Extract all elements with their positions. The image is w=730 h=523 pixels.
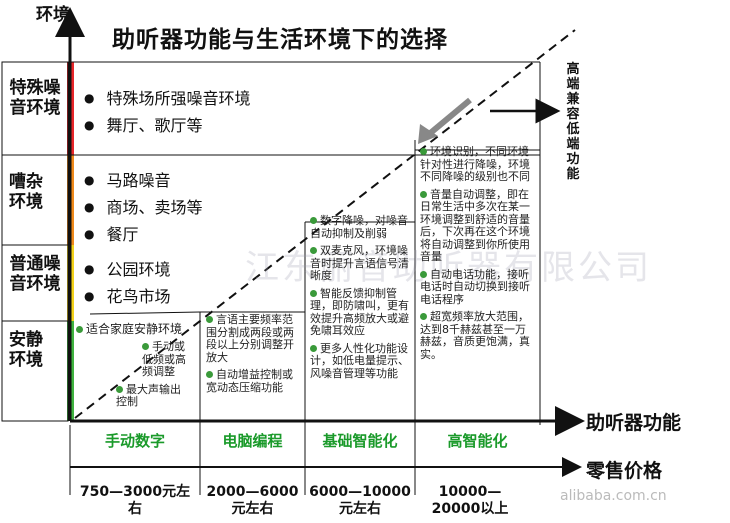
quiet-item: 适合家庭安静环境 xyxy=(86,322,183,336)
gray-arrow xyxy=(426,97,472,138)
computer-features: 言语主要频率范围分割成两段或两段以上分别调整开放大 自动增益控制或宽动态压缩功能 xyxy=(206,313,300,399)
list-item: 马路噪音 xyxy=(84,168,203,195)
price-basic: 6000—10000元左右 xyxy=(309,484,411,517)
green-dot-icon xyxy=(206,371,213,378)
manual-feature: 最大声输出控制 xyxy=(116,382,181,408)
green-dot-icon xyxy=(420,313,427,320)
green-dot-icon xyxy=(310,289,317,297)
manual-features: 适合家庭安静环境 手动或低频或高频调整 最大声输出控制 xyxy=(76,322,186,414)
high-features: 环境识别，不同环境针对性进行降噪，环境不同降噪的级别也不同 音量自动调整，即在日… xyxy=(420,145,536,366)
diagram-title: 助听器功能与生活环境下的选择 xyxy=(112,27,448,53)
basic-feature: 智能反馈抑制管理，即防啸叫，更有效提升高频放大或避免啸耳效应 xyxy=(310,286,409,337)
normal-items: 公园环境 花鸟市场 xyxy=(84,257,170,311)
green-dot-icon xyxy=(76,326,83,333)
price-high: 10000—20000以上 xyxy=(431,484,509,517)
basic-features: 数字降噪，对噪音自动抑制及削弱 双麦克风，环境噪音时提升言语信号清晰度 智能反馈… xyxy=(310,214,410,385)
phase-basic: 基础智能化 xyxy=(322,432,398,450)
category-label-noisy: 嘈杂环境 xyxy=(9,172,43,212)
green-dot-icon xyxy=(142,343,149,350)
green-dot-icon xyxy=(310,344,317,352)
diagonal-dashed-line xyxy=(74,29,576,419)
x-axis-label: 助听器功能 xyxy=(586,412,682,434)
basic-feature: 数字降噪，对噪音自动抑制及削弱 xyxy=(310,214,408,240)
high-feature: 超宽频率放大范围，达到8千赫兹甚至一万赫兹，音质更饱满，真实。 xyxy=(420,310,530,361)
high-feature: 自动电话功能，接听电话时自动切换到接听电话程序 xyxy=(420,267,530,306)
phase-manual: 手动数字 xyxy=(104,432,165,450)
green-dot-icon xyxy=(420,148,427,155)
list-item: 餐厅 xyxy=(84,222,203,249)
right-label: 高端兼容低端功能 xyxy=(566,62,580,182)
green-dot-icon xyxy=(420,270,427,278)
faint-watermark: 江东丽音助听器有限公司 xyxy=(245,248,652,288)
manual-feature: 手动或低频或高频调整 xyxy=(142,340,186,378)
y-axis-label: 环境 xyxy=(36,5,70,25)
list-item: 特殊场所强噪音环境 xyxy=(84,86,250,113)
green-dot-icon xyxy=(206,316,213,323)
price-manual: 750—3000元左右 xyxy=(79,484,191,517)
special-items: 特殊场所强噪音环境 舞厅、歌厅等 xyxy=(84,86,251,140)
noisy-items: 马路噪音 商场、卖场等 餐厅 xyxy=(84,168,203,249)
watermark-text: alibaba.com.cn xyxy=(560,488,667,504)
phase-computer: 电脑编程 xyxy=(222,432,283,450)
category-label-quiet: 安静环境 xyxy=(9,330,43,370)
high-feature: 音量自动调整，即在日常生活中多次在某一环境调整到舒适的音量后，下次再在这个环境将… xyxy=(420,187,530,263)
list-item: 商场、卖场等 xyxy=(84,195,202,222)
green-dot-icon xyxy=(116,385,123,393)
category-box-outline xyxy=(1,61,69,422)
list-item: 舞厅、歌厅等 xyxy=(84,113,251,140)
list-item: 公园环境 xyxy=(84,257,170,284)
list-item: 花鸟市场 xyxy=(84,284,170,311)
high-feature: 环境识别，不同环境针对性进行降噪，环境不同降噪的级别也不同 xyxy=(420,145,530,183)
price-computer: 2000—6000元左右 xyxy=(206,484,299,517)
category-label-normal: 普通噪音环境 xyxy=(9,254,61,294)
phase-high: 高智能化 xyxy=(447,432,508,450)
green-dot-icon xyxy=(310,217,317,224)
basic-feature: 更多人性化功能设计，如低电量提示、风噪音管理等功能 xyxy=(310,341,409,380)
green-dot-icon xyxy=(420,190,427,198)
computer-feature: 言语主要频率范围分割成两段或两段以上分别调整开放大 xyxy=(206,313,294,364)
category-label-special: 特殊噪音环境 xyxy=(9,78,61,118)
green-dot-icon xyxy=(310,247,317,254)
price-axis-label: 零售价格 xyxy=(586,460,663,482)
computer-feature: 自动增益控制或宽动态压缩功能 xyxy=(206,368,293,394)
basic-feature: 双麦克风，环境噪音时提升言语信号清晰度 xyxy=(310,244,409,282)
